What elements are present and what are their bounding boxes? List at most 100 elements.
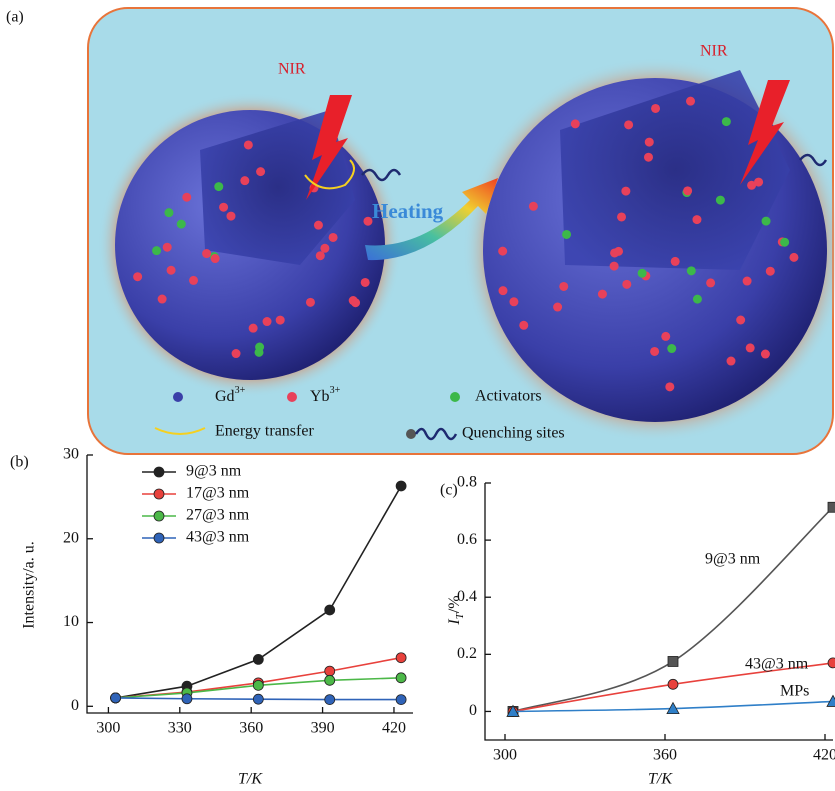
x-tick-label: 360 [653, 747, 677, 764]
marker [395, 480, 407, 492]
heating-arrow [365, 178, 498, 261]
ion-dot [164, 208, 174, 218]
legend-label: 43@3 nm [186, 529, 250, 546]
ion-dot [726, 356, 736, 366]
ion-dot [254, 347, 264, 357]
legend-label: Gd3+ [215, 385, 246, 404]
ion-dot [610, 248, 620, 258]
ion-dot [651, 103, 661, 113]
legend-marker [153, 532, 165, 544]
ion-dot [189, 275, 199, 285]
ion-dot [650, 346, 660, 356]
series-annotation: MPs [780, 683, 809, 700]
y-tick-label: 0.6 [457, 531, 477, 548]
energy-arrow [304, 159, 355, 190]
ion-dot [780, 237, 790, 247]
ion-dot [133, 272, 143, 282]
ion-dot [617, 212, 627, 222]
series-annotation: 43@3 nm [745, 656, 809, 673]
ion-dot [262, 317, 272, 327]
legend-marker [153, 466, 165, 478]
ion-dot [597, 289, 607, 299]
y-tick-label: 10 [63, 613, 79, 630]
legend-dot [450, 392, 460, 402]
ion-dot [721, 117, 731, 127]
ion-dot [559, 281, 569, 291]
ion-dot [157, 294, 167, 304]
marker [395, 652, 407, 664]
ion-dot [736, 315, 746, 325]
marker [395, 694, 407, 705]
legend-label: 9@3 nm [186, 463, 242, 480]
legend-dot [406, 429, 416, 439]
ion-dot [683, 186, 693, 196]
ion-dot [686, 266, 696, 276]
ion-dot [667, 344, 677, 354]
ion-dot [214, 182, 224, 192]
ion-dot [692, 294, 702, 304]
ion-dot [765, 266, 775, 276]
ion-dot [761, 216, 771, 226]
ion-dot [498, 246, 508, 256]
ion-dot [351, 298, 361, 308]
ion-dot [661, 331, 671, 341]
y-tick-label: 20 [63, 529, 79, 546]
ion-dot [670, 256, 680, 266]
legend-sup: 3+ [330, 385, 341, 396]
legend-marker [153, 488, 165, 500]
ion-dot [519, 320, 529, 330]
ion-dot [166, 265, 176, 275]
ion-dot [305, 297, 315, 307]
panel-label: (c) [440, 482, 458, 499]
marker [667, 678, 679, 690]
x-tick-label: 390 [311, 720, 335, 737]
legend-dot [173, 392, 183, 402]
x-axis-label: T/K [648, 771, 673, 788]
x-tick-label: 300 [493, 747, 517, 764]
ion-dot [570, 119, 580, 129]
ion-dot [609, 261, 619, 271]
quench-wave [361, 168, 402, 182]
ion-dot [747, 180, 757, 190]
ion-dot [162, 242, 172, 252]
ion-dot [275, 315, 285, 325]
marker [395, 672, 407, 684]
y-tick-label: 0.8 [457, 474, 477, 491]
marker [506, 704, 520, 717]
legend-label: Energy transfer [215, 423, 314, 440]
ion-dot [202, 249, 212, 259]
marker [252, 653, 264, 665]
legend-marker [153, 510, 165, 522]
heating-label: Heating [372, 199, 444, 223]
x-tick-label: 330 [168, 720, 192, 737]
marker [827, 501, 835, 513]
ion-dot [328, 232, 338, 242]
marker [667, 656, 679, 667]
ion-dot [686, 96, 696, 106]
legend-wave [414, 427, 458, 441]
ion-dot [320, 243, 330, 253]
y-tick-label: 0.4 [457, 588, 477, 605]
marker [181, 693, 193, 705]
ion-dot [243, 140, 253, 150]
ion-dot [256, 167, 266, 177]
ion-dot [360, 277, 370, 287]
y-label-sub: T [454, 612, 466, 619]
y-label-main: I [446, 619, 463, 626]
legend-label: Activators [475, 388, 542, 405]
y-axis-label: Intensity/a. u. [21, 541, 38, 629]
ion-dot [644, 137, 654, 147]
ion-dot [226, 211, 236, 221]
y-tick-label: 0.2 [457, 645, 477, 662]
x-tick-label: 360 [239, 720, 263, 737]
y-tick-label: 0 [469, 702, 477, 719]
ion-dot [754, 177, 764, 187]
marker [110, 692, 121, 704]
ion-dot [363, 216, 373, 226]
marker [324, 674, 336, 686]
ion-dot [248, 323, 258, 333]
ion-dot [789, 252, 799, 262]
y-tick-label: 30 [63, 446, 79, 463]
ion-dot [210, 254, 220, 264]
